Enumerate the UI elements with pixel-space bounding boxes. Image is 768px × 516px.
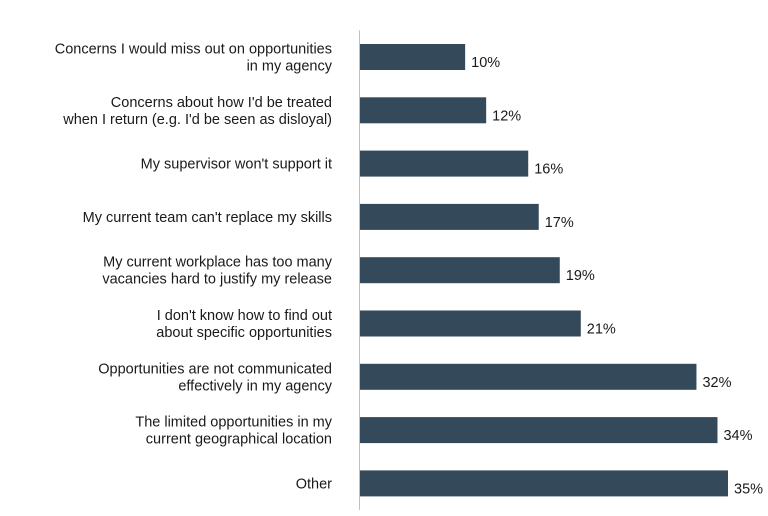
category-label: Concerns about how I'd be treated when I … [62, 95, 332, 128]
value-label: 32% [702, 375, 731, 391]
value-labels: 10% 12% 16% 17% 19% 21% 32% 34% 35% [471, 55, 763, 497]
bar [360, 150, 529, 177]
category-label: Concerns I would miss out on opportuniti… [55, 42, 333, 75]
category-labels: Concerns I would miss out on opportuniti… [55, 42, 333, 493]
value-label: 12% [492, 108, 521, 124]
bar [360, 363, 697, 390]
bars [360, 44, 728, 497]
bar [360, 203, 539, 230]
value-label: 21% [587, 322, 616, 338]
category-label: My current workplace has too many vacanci… [102, 255, 332, 288]
value-label: 19% [566, 268, 595, 284]
bar [360, 417, 718, 444]
value-label: 16% [534, 162, 563, 178]
bar [360, 310, 581, 337]
bar [360, 97, 487, 124]
bar [360, 470, 728, 497]
category-label: Opportunities are not communicated effect… [98, 361, 332, 394]
category-label: Other [296, 476, 332, 492]
value-label: 10% [471, 55, 500, 71]
category-label: My supervisor won't support it [141, 157, 332, 173]
value-label: 35% [734, 481, 763, 497]
category-label: The limited opportunities in my current g… [135, 415, 332, 448]
category-label: My current team can't replace my skills [83, 210, 332, 226]
bar [360, 44, 466, 70]
category-label: I don't know how to find out about specif… [156, 308, 332, 341]
value-label: 17% [545, 215, 574, 231]
bar [360, 257, 560, 284]
value-label: 34% [723, 428, 752, 444]
